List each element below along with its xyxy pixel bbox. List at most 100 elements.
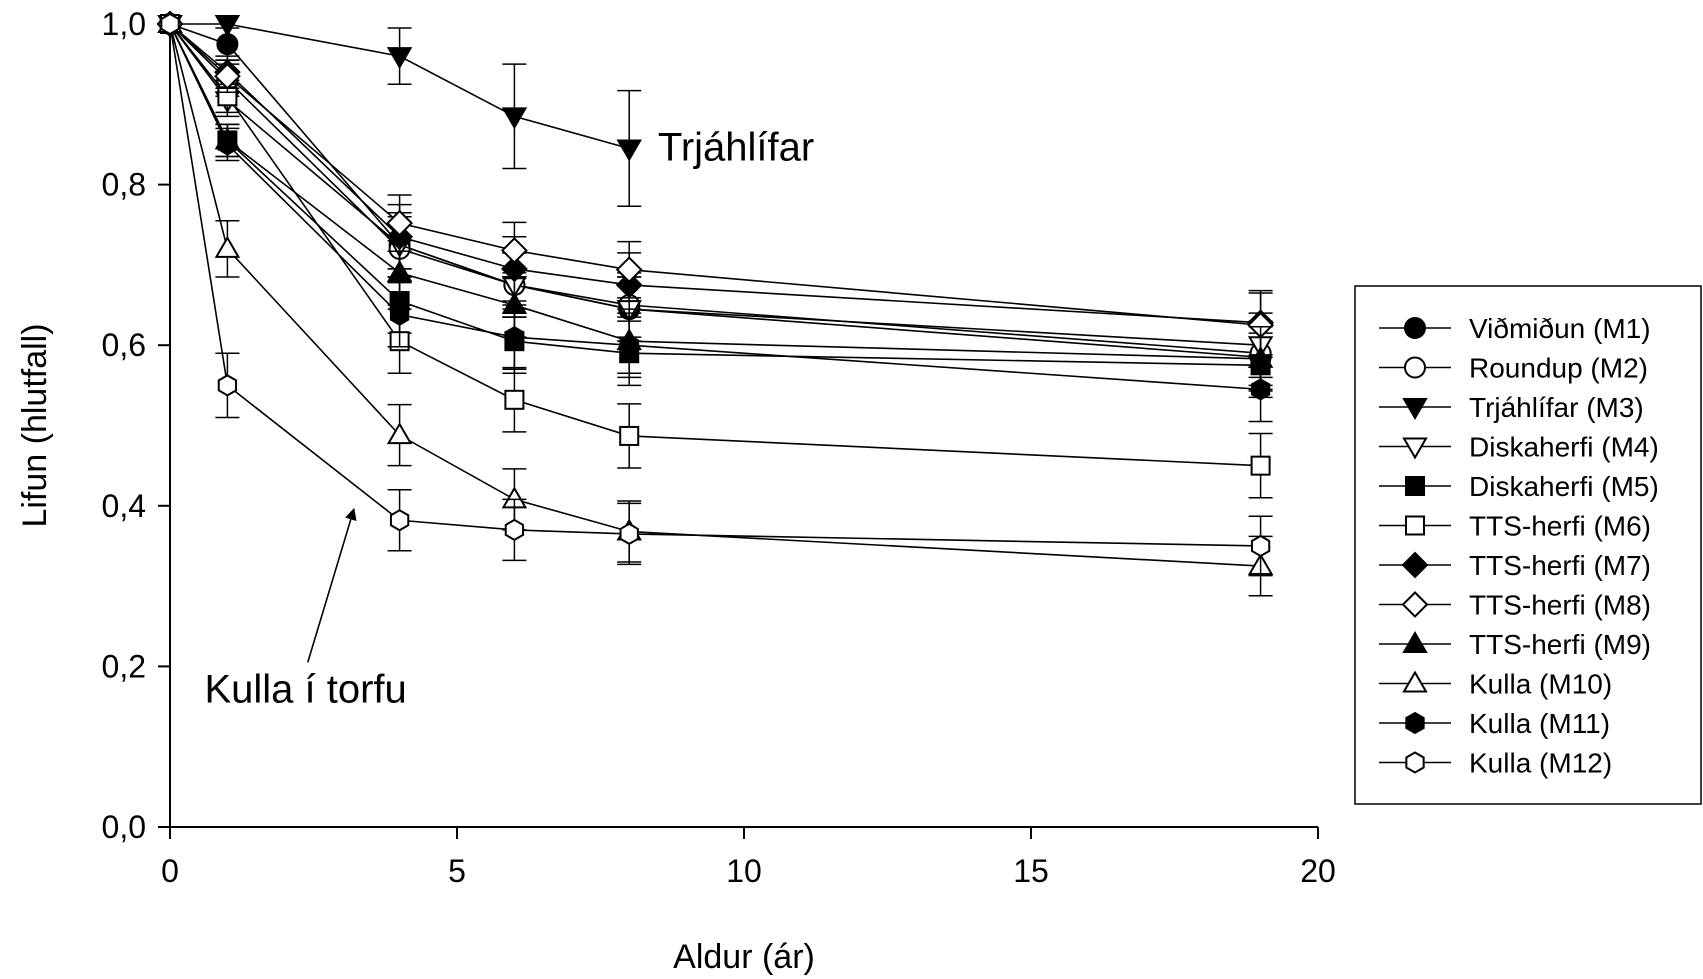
- legend-entry: Kulla (M11): [1379, 708, 1610, 739]
- legend-marker: [1404, 356, 1426, 379]
- data-point: [386, 422, 413, 445]
- legend-entry: Viðmiðun (M1): [1379, 313, 1651, 344]
- legend-entry: Trjáhlífar (M3): [1379, 392, 1644, 423]
- series-1: [159, 13, 1273, 391]
- legend-label: Viðmiðun (M1): [1469, 313, 1651, 344]
- data-point: [615, 256, 643, 284]
- y-tick-label: 0,4: [102, 488, 146, 524]
- legend-marker: [1405, 476, 1425, 496]
- legend-label: TTS-herfi (M9): [1469, 629, 1651, 660]
- legend-label: Kulla (M12): [1469, 748, 1612, 779]
- series-line: [169, 23, 1261, 467]
- data-point: [501, 107, 528, 130]
- legend-marker: [1402, 437, 1428, 460]
- legend-entry: TTS-herfi (M9): [1379, 629, 1651, 660]
- data-point: [1250, 534, 1271, 558]
- series-9: [157, 11, 1274, 392]
- x-axis-label: Aldur (ár): [673, 938, 815, 976]
- series-line: [169, 23, 1261, 326]
- annotation-arrow: [306, 507, 357, 663]
- x-tick-label: 15: [1013, 853, 1049, 889]
- legend-label: Trjáhlífar (M3): [1469, 392, 1644, 423]
- series-line: [169, 23, 1261, 324]
- legend-entry: Kulla (M12): [1379, 748, 1612, 779]
- axes: 0 5 10 15 20 0,0 0,2 0,4 0,6 0,8 1,0: [102, 6, 1336, 889]
- legend-entry: TTS-herfi (M7): [1379, 550, 1651, 581]
- data-point: [389, 509, 410, 532]
- data-point: [213, 62, 241, 90]
- series-6: [160, 14, 1273, 499]
- data-point: [160, 12, 180, 36]
- x-tick-label: 20: [1300, 853, 1336, 889]
- series-10: [157, 11, 1274, 597]
- data-point: [214, 235, 241, 258]
- x-tick-label: 5: [448, 853, 466, 889]
- legend-entry: Diskaherfi (M4): [1379, 432, 1659, 463]
- data-point: [216, 33, 239, 56]
- data-point: [389, 303, 410, 326]
- data-point: [217, 374, 238, 397]
- data-point: [619, 334, 639, 357]
- data-point: [504, 326, 525, 349]
- legend-label: TTS-herfi (M8): [1469, 590, 1651, 621]
- legend-marker: [1401, 591, 1429, 618]
- legend-entry: Roundup (M2): [1379, 353, 1648, 384]
- series-4: [157, 15, 1274, 379]
- data-point: [386, 47, 413, 70]
- legend-marker: [1405, 751, 1425, 774]
- annotations: Trjáhlífar Kulla í torfu: [204, 126, 814, 712]
- x-tick-label: 10: [726, 853, 762, 889]
- legend-label: Kulla (M11): [1469, 708, 1610, 739]
- series-2: [159, 13, 1273, 387]
- annotation-text: Trjáhlífar: [658, 126, 814, 170]
- series-5: [160, 14, 1273, 399]
- data-point: [217, 133, 238, 156]
- series-line: [169, 23, 1261, 391]
- series-7: [156, 10, 1275, 356]
- y-axis-label: Lifun (hlutfall): [16, 323, 54, 527]
- series-line: [169, 23, 1261, 360]
- y-tick-label: 0,0: [102, 809, 146, 845]
- y-tick-label: 0,8: [102, 167, 146, 203]
- series-line: [169, 23, 1261, 547]
- data-point: [504, 389, 525, 410]
- data-point: [386, 209, 414, 237]
- data-point: [504, 518, 525, 542]
- y-tick-label: 0,2: [102, 648, 146, 684]
- legend-marker: [1405, 711, 1425, 735]
- series-layer: [156, 10, 1275, 597]
- legend: Viðmiðun (M1) Roundup (M2) Trjáhlífar (M3)…: [1354, 285, 1702, 805]
- legend-marker: [1402, 670, 1428, 693]
- data-point: [386, 259, 413, 282]
- legend-label: Roundup (M2): [1469, 353, 1648, 384]
- legend-marker: [1402, 398, 1428, 420]
- legend-entry: TTS-herfi (M6): [1379, 511, 1651, 542]
- x-tick-label: 0: [161, 853, 179, 889]
- legend-entry: Kulla (M10): [1379, 669, 1612, 700]
- legend-marker: [1401, 551, 1429, 579]
- annotation-text: Kulla í torfu: [204, 668, 406, 712]
- legend-label: TTS-herfi (M7): [1469, 550, 1651, 581]
- data-point: [214, 15, 241, 37]
- data-point: [500, 237, 528, 264]
- data-point: [616, 139, 642, 162]
- legend-marker: [1402, 631, 1428, 653]
- legend-marker: [1405, 515, 1425, 536]
- legend-label: TTS-herfi (M6): [1469, 511, 1651, 542]
- data-point: [1250, 455, 1271, 476]
- legend-label: Diskaherfi (M5): [1469, 471, 1659, 502]
- series-line: [169, 23, 1261, 567]
- legend-marker: [1404, 317, 1426, 339]
- data-point: [619, 522, 639, 546]
- legend-entry: Diskaherfi (M5): [1379, 471, 1659, 502]
- series-12: [160, 12, 1273, 577]
- y-tick-label: 1,0: [102, 6, 146, 42]
- legend-label: Kulla (M10): [1469, 669, 1612, 700]
- legend-entry: TTS-herfi (M8): [1379, 590, 1651, 621]
- data-point: [619, 425, 640, 446]
- series-8: [156, 10, 1275, 358]
- series-line: [169, 23, 1261, 359]
- legend-label: Diskaherfi (M4): [1469, 432, 1659, 463]
- y-tick-label: 0,6: [102, 327, 146, 363]
